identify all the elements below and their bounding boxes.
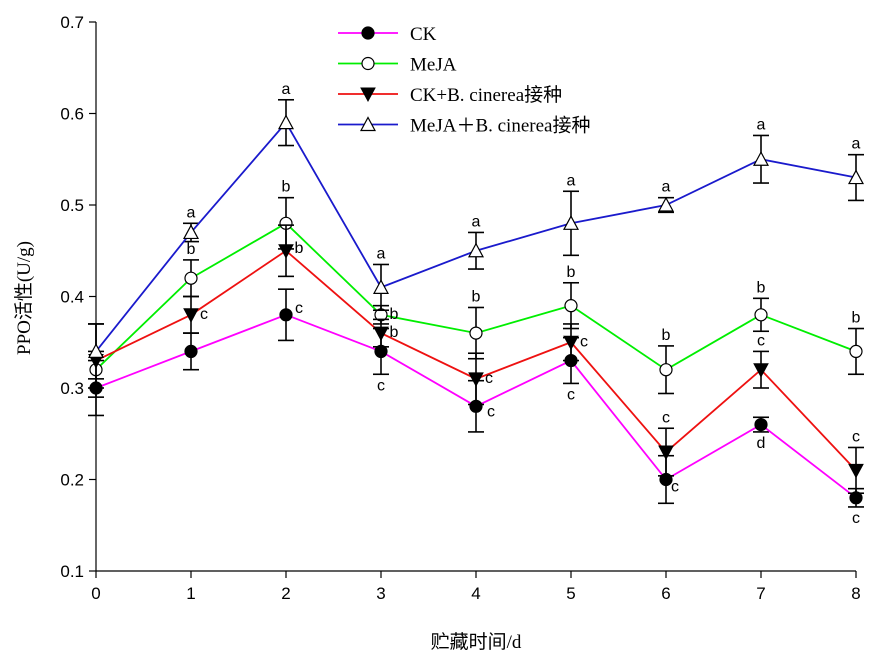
x-tick-label: 8 (851, 584, 860, 603)
data-point (659, 363, 673, 377)
significance-label: c (852, 510, 860, 527)
data-point (184, 344, 198, 358)
significance-label: b (662, 327, 671, 344)
data-point (847, 169, 865, 185)
data-point (361, 56, 375, 71)
significance-label: c (580, 333, 588, 350)
data-point (182, 224, 200, 240)
significance-label: c (671, 479, 679, 496)
significance-label: b (187, 241, 196, 258)
data-point (360, 87, 376, 103)
legend-label: MeJA＋B. cinerea接种 (410, 115, 590, 137)
significance-label: a (852, 136, 861, 153)
data-point (467, 242, 485, 258)
data-point (563, 335, 579, 351)
data-point (278, 244, 294, 259)
significance-label: b (390, 306, 399, 323)
data-point (564, 299, 578, 313)
series-layer (87, 98, 865, 508)
significance-label: b (472, 288, 481, 305)
data-point (469, 326, 483, 340)
significance-label: b (295, 240, 304, 257)
data-point (658, 445, 674, 461)
y-tick-label: 0.1 (60, 562, 84, 581)
significance-label: a (757, 116, 766, 133)
data-point (754, 418, 768, 432)
significance-label: c (295, 300, 303, 317)
significance-label: b (282, 179, 291, 196)
legend-label: CK (410, 24, 437, 45)
data-point (562, 215, 580, 230)
data-point (468, 372, 484, 387)
data-point (277, 114, 295, 130)
significance-label: c (200, 306, 208, 323)
significance-label: c (757, 332, 765, 349)
data-point (657, 196, 675, 212)
x-tick-label: 4 (471, 584, 480, 603)
data-point (754, 308, 768, 322)
significance-label: c (852, 428, 860, 445)
data-point (848, 463, 864, 479)
data-point (372, 279, 390, 294)
legend: CK MeJA CK+B. cinerea接种 MeJA＋B. cinerea接种 (338, 24, 590, 137)
data-point (183, 308, 199, 323)
y-tick-label: 0.7 (60, 13, 84, 32)
significance-label: b (852, 310, 861, 327)
significance-label: c (377, 377, 385, 394)
y-tick-label: 0.4 (60, 288, 84, 307)
data-point (753, 363, 769, 378)
legend-label: CK+B. cinerea接种 (410, 84, 562, 106)
data-point (359, 116, 377, 132)
x-tick-label: 5 (566, 584, 575, 603)
y-axis-title: PPO活性(U/g) (13, 241, 35, 355)
data-point (849, 344, 863, 358)
x-tick-label: 6 (661, 584, 670, 603)
significance-label: a (187, 204, 196, 221)
x-tick-label: 3 (376, 584, 385, 603)
significance-label: a (377, 245, 386, 262)
y-tick-label: 0.6 (60, 105, 84, 124)
data-point (361, 26, 375, 40)
significance-label: a (472, 213, 481, 230)
data-point (752, 150, 770, 166)
significance-label: b (757, 279, 766, 296)
series-3 (87, 98, 865, 380)
x-tick-label: 2 (281, 584, 290, 603)
significance-label: c (485, 370, 493, 387)
significance-label: b (390, 324, 399, 341)
y-tick-label: 0.5 (60, 196, 84, 215)
x-tick-label: 7 (756, 584, 765, 603)
significance-label: b (567, 264, 576, 281)
significance-label: a (567, 172, 576, 189)
significance-label: a (282, 81, 291, 98)
x-tick-label: 1 (186, 584, 195, 603)
series-1 (88, 196, 864, 395)
significance-label: c (662, 409, 670, 426)
significance-label: c (567, 386, 575, 403)
data-point (279, 308, 293, 322)
x-axis-title: 贮藏时间/d (431, 631, 522, 653)
x-tick-label: 0 (91, 584, 100, 603)
significance-label: c (487, 403, 495, 420)
legend-label: MeJA (410, 55, 457, 76)
data-point (373, 326, 389, 342)
y-tick-label: 0.2 (60, 471, 84, 490)
axes: 0.1 0.2 0.3 0.4 0.5 0.6 0.7 0 1 2 3 4 5 6 7 8 (60, 13, 860, 603)
y-tick-label: 0.3 (60, 379, 84, 398)
data-point (87, 343, 105, 358)
significance-label: d (757, 435, 766, 452)
significance-label: a (662, 179, 671, 196)
data-point (184, 271, 198, 285)
